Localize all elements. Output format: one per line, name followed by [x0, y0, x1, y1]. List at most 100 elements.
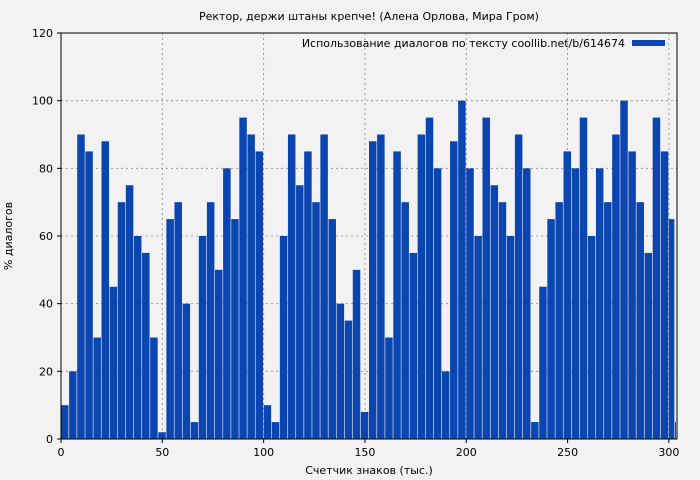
bar [125, 185, 134, 439]
bar [377, 134, 385, 439]
y-axis-label: % диалогов [2, 202, 15, 270]
y-tick-label: 20 [39, 365, 53, 378]
y-tick-label: 40 [39, 298, 53, 311]
bar [474, 236, 482, 439]
bar [198, 236, 207, 439]
bar [109, 286, 118, 439]
bar [142, 252, 150, 439]
bar [304, 151, 312, 439]
bar [133, 236, 142, 439]
bar [409, 252, 418, 439]
y-tick-label: 120 [32, 27, 53, 40]
bar [320, 134, 328, 439]
bar [433, 168, 442, 440]
chart-title: Ректор, держи штаны крепче! (Алена Орлов… [199, 10, 539, 23]
bar [660, 151, 669, 439]
bar [247, 134, 255, 439]
legend-label: Использование диалогов по тексту coollib… [302, 37, 625, 50]
bar [652, 117, 661, 439]
bar [190, 422, 199, 439]
bar [393, 151, 401, 439]
y-tick-label: 60 [39, 230, 53, 243]
bar [482, 117, 490, 439]
bar [579, 117, 588, 439]
bar [369, 141, 377, 439]
y-tick-label: 100 [32, 95, 53, 108]
bar [101, 141, 110, 439]
x-tick-label: 150 [354, 446, 375, 459]
x-axis-label: Счетчик знаков (тыс.) [305, 464, 433, 477]
x-tick-label: 50 [155, 446, 169, 459]
bar [77, 134, 85, 439]
bar [466, 168, 474, 440]
bar [85, 151, 93, 439]
x-tick-label: 250 [557, 446, 578, 459]
y-tick-label: 80 [39, 162, 53, 175]
bar [93, 337, 101, 439]
bar [182, 303, 191, 439]
bars [61, 100, 676, 440]
bar [344, 320, 353, 439]
bar [523, 168, 531, 440]
ticks: 0 20 40 60 80 100 120 0 50 100 150 200 250 300 [32, 27, 679, 459]
y-tick-label: 0 [46, 433, 53, 446]
bar [668, 219, 675, 439]
x-tick-label: 0 [58, 446, 65, 459]
bar [223, 168, 231, 440]
bar [69, 371, 77, 439]
x-tick-label: 100 [253, 446, 274, 459]
bar [296, 185, 304, 439]
bar [490, 185, 499, 439]
bar [263, 405, 272, 439]
bar [61, 405, 69, 439]
bar [555, 202, 563, 439]
bar [636, 202, 644, 439]
bar [425, 117, 434, 439]
bar [604, 202, 612, 439]
bar [385, 337, 393, 439]
bar [158, 432, 166, 439]
bar [514, 134, 523, 439]
bar [174, 202, 182, 439]
legend-swatch [632, 40, 665, 46]
legend: Использование диалогов по тексту coollib… [302, 37, 665, 50]
bar [215, 269, 223, 439]
x-tick-label: 300 [658, 446, 679, 459]
bar [458, 100, 466, 440]
bar [506, 236, 515, 439]
bar [539, 286, 547, 439]
bar [587, 236, 596, 439]
bar [206, 202, 215, 439]
bar [239, 117, 247, 439]
bar [612, 134, 620, 439]
bar [279, 236, 288, 439]
bar [271, 422, 280, 439]
bar [401, 202, 409, 439]
bar [644, 252, 653, 439]
bar [620, 100, 628, 440]
bar [312, 202, 320, 439]
bar [498, 202, 507, 439]
bar [166, 219, 174, 439]
bar [595, 168, 604, 440]
x-tick-label: 200 [456, 446, 477, 459]
bar [287, 134, 296, 439]
bar [417, 134, 426, 439]
bar [360, 411, 369, 439]
bar [450, 141, 458, 439]
bar [150, 337, 158, 439]
bar [571, 168, 580, 440]
bar [531, 422, 539, 439]
bar [441, 371, 450, 439]
bar [352, 269, 361, 439]
bar [628, 151, 636, 439]
bar [231, 219, 239, 439]
bar [117, 202, 126, 439]
bar [563, 151, 572, 439]
bar [328, 219, 336, 439]
bar [336, 303, 345, 439]
bar [255, 151, 264, 439]
bar [674, 422, 676, 439]
